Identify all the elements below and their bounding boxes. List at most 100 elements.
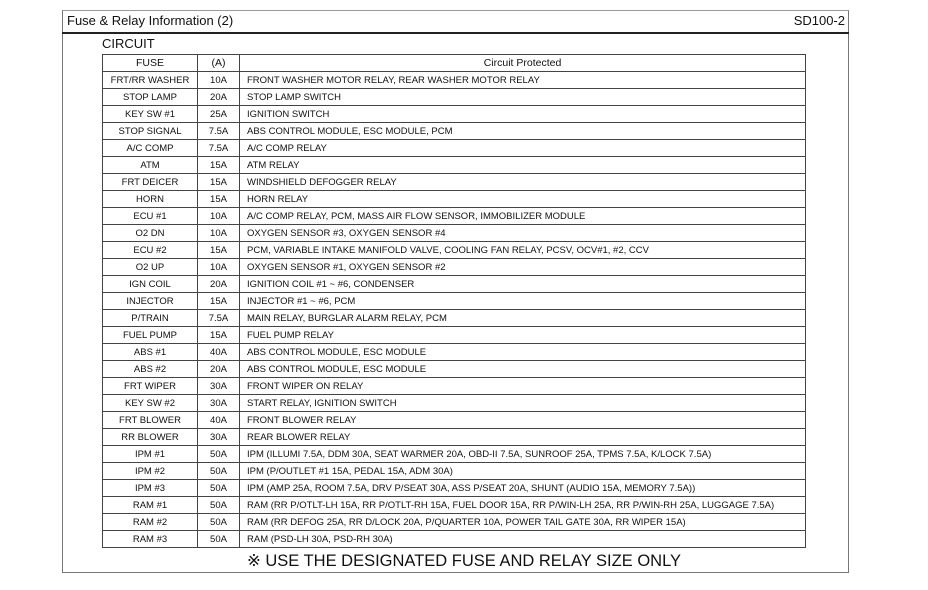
fuse-name: O2 DN	[102, 224, 198, 242]
fuse-name: FRT WIPER	[102, 377, 198, 395]
circuit-protected: IGNITION COIL #1 ~ #6, CONDENSER	[239, 275, 806, 293]
fuse-name: P/TRAIN	[102, 309, 198, 327]
table-row: IPM #3 50A IPM (AMP 25A, ROOM 7.5A, DRV P/…	[102, 479, 806, 497]
circuit-protected: A/C COMP RELAY	[239, 139, 806, 157]
fuse-name: FRT BLOWER	[102, 411, 198, 429]
fuse-table: FUSE (A) Circuit Protected FRT/RR WASHER…	[102, 54, 806, 548]
circuit-protected: IGNITION SWITCH	[239, 105, 806, 123]
circuit-protected: STOP LAMP SWITCH	[239, 88, 806, 106]
table-row: FRT DEICER 15A WINDSHIELD DEFOGGER RELAY	[102, 173, 806, 191]
table-row: RAM #2 50A RAM (RR DEFOG 25A, RR D/LOCK 20…	[102, 513, 806, 531]
fuse-amps: 7.5A	[197, 122, 240, 140]
table-row: STOP SIGNAL 7.5A ABS CONTROL MODULE, ESC M…	[102, 122, 806, 140]
fuse-amps: 50A	[197, 462, 240, 480]
table-row: INJECTOR 15A INJECTOR #1 ~ #6, PCM	[102, 292, 806, 310]
circuit-protected: ABS CONTROL MODULE, ESC MODULE	[239, 343, 806, 361]
fuse-amps: 10A	[197, 71, 240, 89]
fuse-name: IPM #1	[102, 445, 198, 463]
table-row: HORN 15A HORN RELAY	[102, 190, 806, 208]
circuit-protected: REAR BLOWER RELAY	[239, 428, 806, 446]
fuse-amps: 50A	[197, 513, 240, 531]
usage-note: ※ USE THE DESIGNATED FUSE AND RELAY SIZE…	[246, 552, 682, 570]
fuse-amps: 50A	[197, 445, 240, 463]
circuit-protected: START RELAY, IGNITION SWITCH	[239, 394, 806, 412]
fuse-amps: 30A	[197, 394, 240, 412]
table-row: FRT BLOWER 40A FRONT BLOWER RELAY	[102, 411, 806, 429]
fuse-amps: 10A	[197, 224, 240, 242]
fuse-amps: 20A	[197, 88, 240, 106]
fuse-name: INJECTOR	[102, 292, 198, 310]
table-row: STOP LAMP 20A STOP LAMP SWITCH	[102, 88, 806, 106]
fuse-name: STOP SIGNAL	[102, 122, 198, 140]
fuse-amps: 15A	[197, 173, 240, 191]
circuit-protected: FRONT WASHER MOTOR RELAY, REAR WASHER MO…	[239, 71, 806, 89]
fuse-amps: 20A	[197, 360, 240, 378]
table-row: RR BLOWER 30A REAR BLOWER RELAY	[102, 428, 806, 446]
page-frame	[62, 10, 849, 573]
circuit-protected: RAM (PSD-LH 30A, PSD-RH 30A)	[239, 530, 806, 548]
fuse-amps: 15A	[197, 326, 240, 344]
fuse-amps: 20A	[197, 275, 240, 293]
fuse-name: RAM #2	[102, 513, 198, 531]
column-header-circuit: Circuit Protected	[239, 54, 806, 72]
circuit-protected: ABS CONTROL MODULE, ESC MODULE	[239, 360, 806, 378]
fuse-name: O2 UP	[102, 258, 198, 276]
fuse-amps: 40A	[197, 343, 240, 361]
circuit-protected: FRONT WIPER ON RELAY	[239, 377, 806, 395]
table-row: KEY SW #1 25A IGNITION SWITCH	[102, 105, 806, 123]
table-row: ATM 15A ATM RELAY	[102, 156, 806, 174]
circuit-protected: A/C COMP RELAY, PCM, MASS AIR FLOW SENSO…	[239, 207, 806, 225]
table-row: FUEL PUMP 15A FUEL PUMP RELAY	[102, 326, 806, 344]
fuse-name: ABS #1	[102, 343, 198, 361]
fuse-name: FRT/RR WASHER	[102, 71, 198, 89]
section-title: CIRCUIT	[102, 36, 155, 51]
fuse-amps: 25A	[197, 105, 240, 123]
fuse-amps: 30A	[197, 428, 240, 446]
fuse-amps: 10A	[197, 207, 240, 225]
table-row: ABS #1 40A ABS CONTROL MODULE, ESC MODULE	[102, 343, 806, 361]
header-divider	[62, 32, 849, 34]
circuit-protected: ABS CONTROL MODULE, ESC MODULE, PCM	[239, 122, 806, 140]
circuit-protected: OXYGEN SENSOR #3, OXYGEN SENSOR #4	[239, 224, 806, 242]
fuse-name: STOP LAMP	[102, 88, 198, 106]
table-row: KEY SW #2 30A START RELAY, IGNITION SWITCH	[102, 394, 806, 412]
fuse-amps: 15A	[197, 190, 240, 208]
circuit-protected: MAIN RELAY, BURGLAR ALARM RELAY, PCM	[239, 309, 806, 327]
fuse-name: KEY SW #2	[102, 394, 198, 412]
fuse-name: HORN	[102, 190, 198, 208]
table-row: FRT/RR WASHER 10A FRONT WASHER MOTOR RELAY…	[102, 71, 806, 89]
table-row: RAM #3 50A RAM (PSD-LH 30A, PSD-RH 30A)	[102, 530, 806, 548]
circuit-protected: IPM (ILLUMI 7.5A, DDM 30A, SEAT WARMER 2…	[239, 445, 806, 463]
fuse-name: KEY SW #1	[102, 105, 198, 123]
circuit-protected: FUEL PUMP RELAY	[239, 326, 806, 344]
circuit-protected: ATM RELAY	[239, 156, 806, 174]
fuse-amps: 7.5A	[197, 139, 240, 157]
fuse-name: A/C COMP	[102, 139, 198, 157]
circuit-protected: HORN RELAY	[239, 190, 806, 208]
fuse-amps: 15A	[197, 241, 240, 259]
fuse-amps: 50A	[197, 479, 240, 497]
table-row: RAM #1 50A RAM (RR P/OTLT-LH 15A, RR P/OTL…	[102, 496, 806, 514]
fuse-amps: 50A	[197, 530, 240, 548]
fuse-name: ABS #2	[102, 360, 198, 378]
fuse-amps: 30A	[197, 377, 240, 395]
page-title: Fuse & Relay Information (2)	[67, 13, 234, 28]
fuse-name: RAM #1	[102, 496, 198, 514]
fuse-amps: 15A	[197, 292, 240, 310]
table-row: IPM #1 50A IPM (ILLUMI 7.5A, DDM 30A, SEAT…	[102, 445, 806, 463]
circuit-protected: FRONT BLOWER RELAY	[239, 411, 806, 429]
circuit-protected: PCM, VARIABLE INTAKE MANIFOLD VALVE, COO…	[239, 241, 806, 259]
table-row: IPM #2 50A IPM (P/OUTLET #1 15A, PEDAL 15A…	[102, 462, 806, 480]
circuit-protected: INJECTOR #1 ~ #6, PCM	[239, 292, 806, 310]
fuse-amps: 50A	[197, 496, 240, 514]
column-header-amps: (A)	[197, 54, 240, 72]
table-row: O2 UP 10A OXYGEN SENSOR #1, OXYGEN SENSOR …	[102, 258, 806, 276]
fuse-amps: 15A	[197, 156, 240, 174]
table-header: FUSE (A) Circuit Protected	[102, 54, 806, 72]
fuse-name: FRT DEICER	[102, 173, 198, 191]
fuse-name: ATM	[102, 156, 198, 174]
fuse-amps: 7.5A	[197, 309, 240, 327]
circuit-protected: OXYGEN SENSOR #1, OXYGEN SENSOR #2	[239, 258, 806, 276]
fuse-name: ECU #2	[102, 241, 198, 259]
fuse-name: FUEL PUMP	[102, 326, 198, 344]
